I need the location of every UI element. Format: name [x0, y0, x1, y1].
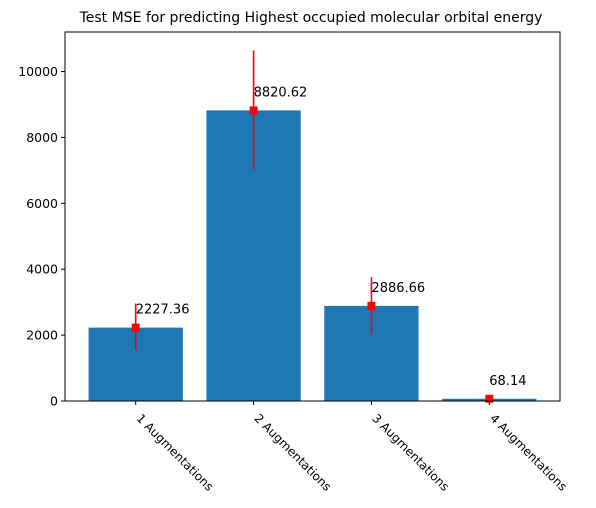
data-label: 68.14 [489, 374, 526, 389]
mean-marker [131, 323, 140, 332]
data-label: 8820.62 [254, 85, 308, 100]
bars-group [88, 110, 537, 401]
data-labels-group: 2227.36 8820.62 2886.66 68.14 [136, 85, 527, 388]
y-tick-label: 6000 [26, 196, 58, 211]
x-tick-label: 1 Augmentations [134, 411, 217, 494]
mean-marker [485, 394, 494, 403]
mean-marker [367, 301, 376, 310]
y-tick-label: 0 [50, 394, 58, 409]
data-label: 2227.36 [136, 303, 190, 318]
y-axis: 0 2000 4000 6000 8000 10000 [18, 64, 65, 409]
chart-title: Test MSE for predicting Highest occupied… [79, 10, 543, 26]
mean-marker [249, 106, 258, 115]
y-tick-label: 8000 [26, 130, 58, 145]
y-tick-label: 4000 [26, 262, 58, 277]
error-bars-group [131, 50, 494, 403]
x-tick-label: 2 Augmentations [251, 411, 334, 494]
x-tick-label: 3 Augmentations [369, 411, 452, 494]
data-label: 2886.66 [371, 281, 425, 296]
x-axis: 1 Augmentations 2 Augmentations 3 Augmenta… [134, 401, 570, 494]
x-tick-label: 4 Augmentations [487, 411, 570, 494]
plot-frame [64, 31, 561, 402]
y-tick-label: 2000 [26, 328, 58, 343]
y-tick-label: 10000 [18, 64, 58, 79]
